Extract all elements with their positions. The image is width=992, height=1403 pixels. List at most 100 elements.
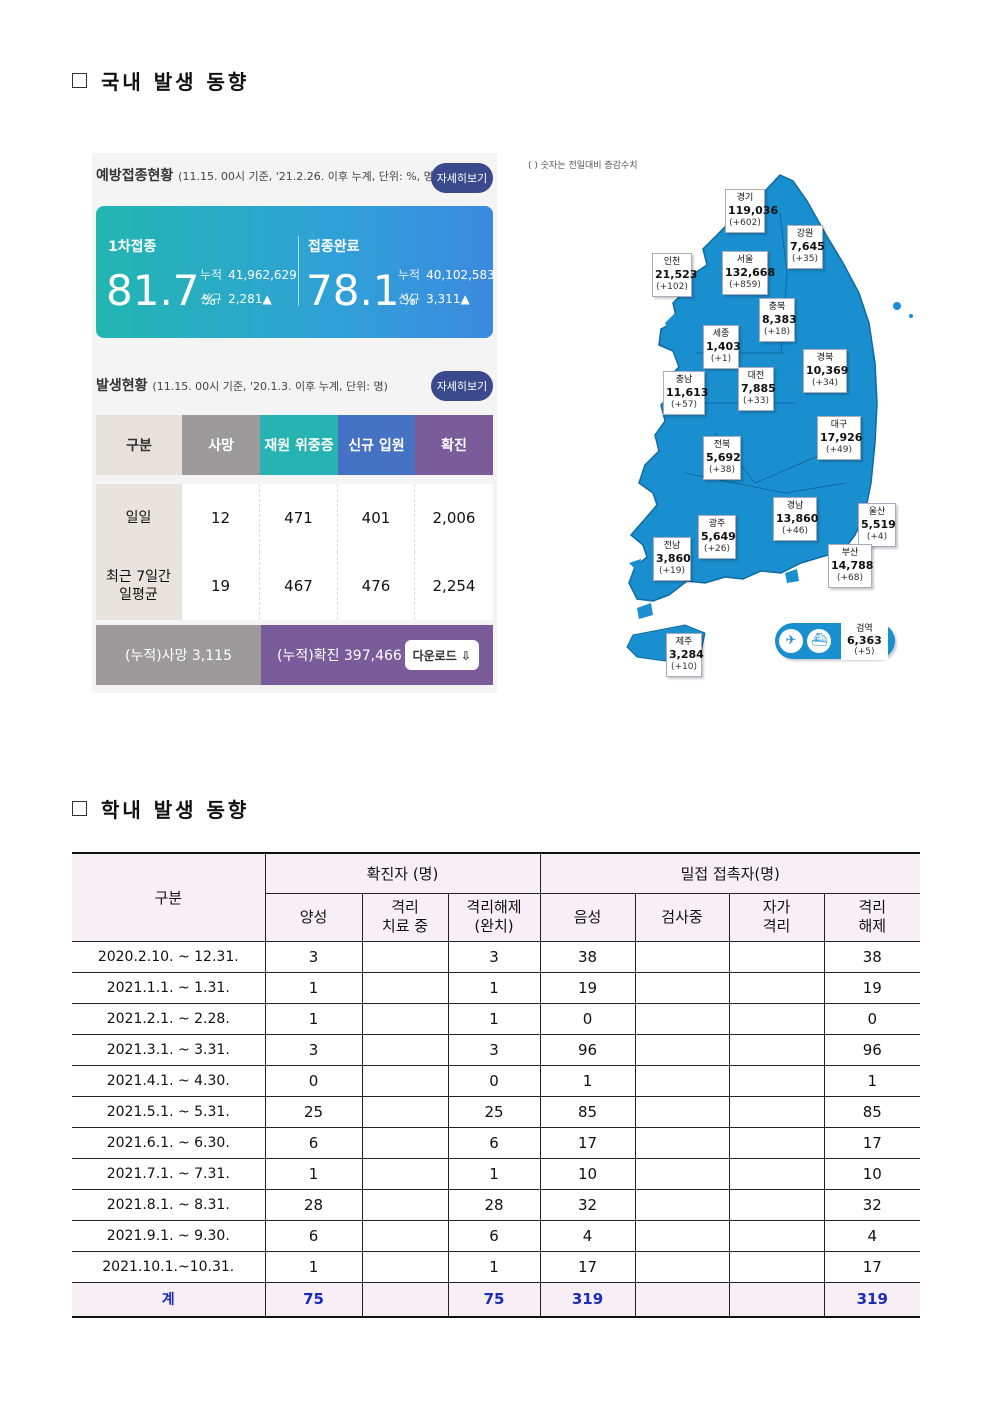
value-cell: 17 — [823, 1126, 920, 1159]
vaccination-title: 예방접종현황 — [96, 168, 174, 184]
value-cell: 17 — [823, 1250, 920, 1283]
row-value: 19 — [182, 552, 260, 620]
value-cell: 0 — [539, 1002, 636, 1035]
cumulative-confirmed-bar: (누적)확진 397,466 다운로드 ⇩ — [261, 625, 493, 685]
occurrence-detail-button[interactable]: 자세히보기 — [431, 371, 493, 401]
first-dose-cumulative: 누적 41,962,629 — [200, 268, 297, 282]
checkbox-icon — [72, 801, 87, 816]
download-button[interactable]: 다운로드 ⇩ — [404, 640, 479, 670]
table-row: 2021.5.1. ~ 5.31. 25 25 85 85 — [72, 1095, 920, 1128]
section-title-text: 학내 발생 동향 — [101, 798, 250, 822]
table-row: 2021.2.1. ~ 2.28. 1 1 0 0 — [72, 1002, 920, 1035]
value-cell: 1 — [264, 1002, 363, 1035]
header-critical: 재원 위중증 — [260, 415, 338, 475]
value-cell: 3 — [447, 940, 541, 973]
vaccination-header: 예방접종현황 (11.15. 00시 기준, '21.2.26. 이후 누계, … — [96, 165, 438, 185]
full-dose-cumulative: 누적 40,102,583 — [398, 268, 495, 282]
region-gangwon: 강원 7,645 (+35) — [787, 225, 825, 270]
value-cell: 1 — [264, 1250, 363, 1283]
region-gyeongbuk: 경북 10,369 (+34) — [803, 349, 848, 394]
occurrence-subtitle: (11.15. 00시 기준, '20.1.3. 이후 누계, 단위: 명) — [152, 380, 388, 393]
row-label: 일일 — [96, 484, 182, 552]
region-daejeon: 대전 7,885 (+33) — [738, 367, 776, 412]
value-cell — [728, 1033, 825, 1066]
value-cell: 10 — [539, 1157, 636, 1190]
value-cell: 0 — [823, 1002, 920, 1035]
first-dose-rate: 81.7% — [106, 266, 216, 315]
table-row: 2021.7.1. ~ 7.31. 1 1 10 10 — [72, 1157, 920, 1190]
table-total-row: 계 75 75 319 319 — [72, 1281, 920, 1318]
table-row: 2020.2.10. ~ 12.31. 3 3 38 38 — [72, 940, 920, 973]
value-cell — [728, 1281, 825, 1318]
value-cell: 38 — [539, 940, 636, 973]
region-gyeongnam: 경남 13,860 (+46) — [773, 497, 818, 542]
value-cell: 10 — [823, 1157, 920, 1190]
header-category: 구분 — [96, 415, 182, 475]
value-cell — [634, 971, 730, 1004]
vaccination-detail-button[interactable]: 자세히보기 — [431, 163, 493, 193]
value-cell — [728, 971, 825, 1004]
value-cell: 38 — [823, 940, 920, 973]
occurrence-row-daily: 일일 12 471 401 2,006 — [96, 484, 493, 552]
header-testing: 검사중 — [634, 892, 730, 942]
value-cell — [361, 1126, 449, 1159]
row-value: 471 — [260, 484, 338, 552]
value-cell — [634, 1064, 730, 1097]
row-value: 467 — [260, 552, 338, 620]
table-row: 2021.4.1. ~ 4.30. 0 0 1 1 — [72, 1064, 920, 1097]
period-cell: 2020.2.10. ~ 12.31. — [72, 940, 266, 973]
row-value: 401 — [338, 484, 415, 552]
value-cell: 25 — [447, 1095, 541, 1128]
row-value: 2,006 — [432, 509, 476, 527]
value-cell — [728, 1095, 825, 1128]
value-cell — [361, 1219, 449, 1252]
table-row: 2021.3.1. ~ 3.31. 3 3 96 96 — [72, 1033, 920, 1066]
row-value: 476 — [338, 552, 415, 620]
value-cell — [634, 1188, 730, 1221]
value-cell: 25 — [264, 1095, 363, 1128]
value-cell: 96 — [539, 1033, 636, 1066]
value-cell — [361, 1250, 449, 1283]
value-cell: 6 — [447, 1219, 541, 1252]
occurrence-title: 발생현황 — [96, 378, 148, 394]
value-cell: 1 — [823, 1064, 920, 1097]
value-cell — [634, 1250, 730, 1283]
value-cell: 0 — [264, 1064, 363, 1097]
header-death: 사망 — [182, 415, 260, 475]
airplane-icon: ✈ — [779, 629, 803, 653]
value-cell: 4 — [539, 1219, 636, 1252]
value-cell: 6 — [264, 1126, 363, 1159]
value-cell: 19 — [823, 971, 920, 1004]
value-cell — [361, 1064, 449, 1097]
table-row: 2021.10.1.~10.31. 1 1 17 17 — [72, 1250, 920, 1283]
section-title-domestic: 국내 발생 동향 — [72, 66, 249, 95]
value-cell: 1 — [264, 1157, 363, 1190]
value-cell: 17 — [539, 1250, 636, 1283]
korea-region-map: ( ) 숫자는 전일대비 증감수치 경기 119,036 (+602) 강원 7,64… — [525, 153, 920, 693]
value-cell — [728, 1219, 825, 1252]
header-category: 구분 — [72, 852, 266, 942]
cumulative-footer: (누적)사망 3,115 (누적)확진 397,466 다운로드 ⇩ — [96, 625, 493, 685]
value-cell: 28 — [264, 1188, 363, 1221]
full-dose-rate: 78.1% — [306, 266, 416, 315]
value-cell: 4 — [823, 1219, 920, 1252]
header-positive: 양성 — [265, 892, 363, 942]
period-cell: 2021.8.1. ~ 8.31. — [72, 1188, 266, 1221]
value-cell — [728, 1064, 825, 1097]
row-label: 최근 7일간 일평균 — [96, 552, 182, 620]
cumulative-confirmed: (누적)확진 397,466 — [277, 648, 402, 664]
value-cell — [728, 1188, 825, 1221]
region-seoul: 서울 132,668 (+859) — [722, 251, 775, 296]
value-cell: 1 — [447, 1250, 541, 1283]
header-negative: 음성 — [539, 892, 636, 942]
header-confirmed: 확진자 (명) — [264, 852, 541, 894]
region-jeonbuk: 전북 5,692 (+38) — [703, 436, 741, 481]
header-confirmed: 확진 — [415, 415, 493, 475]
value-cell — [361, 1157, 449, 1190]
header-contacts: 밀접 접촉자(명) — [539, 852, 920, 894]
value-cell — [634, 940, 730, 973]
header-released: 격리해제 (완치) — [447, 892, 541, 942]
period-cell: 2021.10.1.~10.31. — [72, 1250, 266, 1283]
value-cell — [634, 1281, 730, 1318]
region-jeju: 제주 3,284 (+10) — [666, 633, 704, 678]
